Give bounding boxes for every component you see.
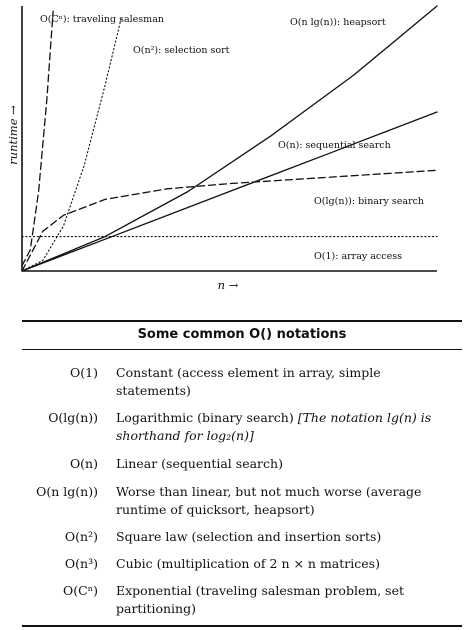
series-label: O(1): array access xyxy=(314,251,402,262)
row-description-text: Linear (sequential search) xyxy=(116,456,283,471)
row-description-text: Logarithmic (binary search) xyxy=(116,410,294,425)
chart-svg: O(Cⁿ): traveling salesman O(n²): selectio… xyxy=(6,5,438,292)
row-notation: O(n³) xyxy=(64,556,98,571)
series-label: O(Cⁿ): traveling salesman xyxy=(40,14,164,25)
row-description: Exponential (traveling salesman problem,… xyxy=(116,582,446,618)
table-header-rule xyxy=(22,349,462,350)
series-label: O(n lg(n)): heapsort xyxy=(290,17,386,28)
row-description: Linear (sequential search) xyxy=(116,455,446,473)
series-layer xyxy=(21,5,438,272)
row-description: Worse than linear, but not much worse (a… xyxy=(116,483,446,519)
row-notation: O(1) xyxy=(70,365,98,380)
row-notation: O(n²) xyxy=(64,529,98,544)
row-notation: O(lg(n)) xyxy=(48,410,98,425)
table-bottom-rule xyxy=(22,625,462,627)
complexity-chart: O(Cⁿ): traveling salesman O(n²): selectio… xyxy=(0,0,466,300)
x-axis-label: n → xyxy=(218,278,239,292)
row-notation: O(n lg(n)) xyxy=(36,484,98,499)
row-note: [The notation lg(n) is shorthand for log… xyxy=(116,410,432,443)
row-description-text: Exponential (traveling salesman problem,… xyxy=(116,583,404,616)
table-top-rule xyxy=(22,320,462,322)
series-line xyxy=(21,16,123,272)
series-label: O(lg(n)): binary search xyxy=(314,196,424,207)
row-description: Constant (access element in array, simpl… xyxy=(116,364,446,400)
series-label-layer: O(Cⁿ): traveling salesman O(n²): selectio… xyxy=(40,14,424,262)
row-notation: O(n) xyxy=(69,456,98,471)
series-line xyxy=(21,169,438,272)
series-line xyxy=(21,10,54,267)
table-title: Some common O() notations xyxy=(137,327,347,342)
row-notation: O(Cⁿ) xyxy=(63,583,98,598)
y-axis-label: runtime → xyxy=(6,105,20,165)
series-line xyxy=(21,111,438,272)
row-description: Square law (selection and insertion sort… xyxy=(116,528,446,546)
series-label: O(n): sequential search xyxy=(278,140,391,151)
series-line xyxy=(21,5,438,272)
row-description: Cubic (multiplication of 2 n × n matrice… xyxy=(116,555,446,573)
row-description-text: Constant (access element in array, simpl… xyxy=(116,365,381,398)
row-description-text: Worse than linear, but not much worse (a… xyxy=(116,484,422,517)
row-description-text: Cubic (multiplication of 2 n × n matrice… xyxy=(116,556,380,571)
chart-axes xyxy=(21,6,437,272)
series-label: O(n²): selection sort xyxy=(133,45,230,56)
row-description-text: Square law (selection and insertion sort… xyxy=(116,529,382,544)
row-description: Logarithmic (binary search) [The notatio… xyxy=(116,409,446,445)
